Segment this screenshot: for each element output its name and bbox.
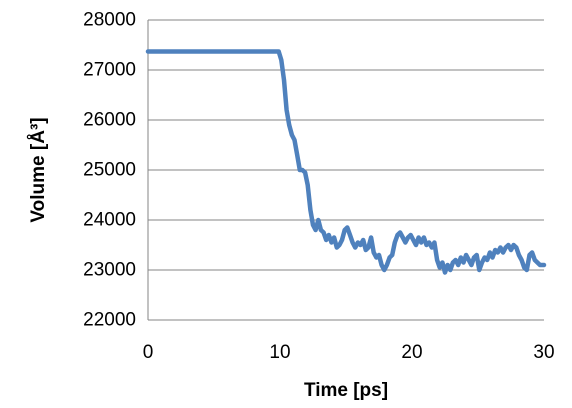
gridlines (148, 19, 544, 321)
x-tick-labels: 0 10 20 30 (143, 342, 555, 363)
x-tick-label-30: 30 (533, 342, 554, 363)
x-tick-label-0: 0 (143, 342, 154, 363)
x-axis-title: Time [ps] (304, 380, 388, 401)
y-tick-labels: 28000 27000 26000 25000 24000 23000 2200… (83, 10, 136, 331)
y-tick-label-26000: 26000 (83, 110, 136, 131)
y-tick-label-25000: 25000 (83, 160, 136, 181)
volume-series-line (145, 49, 547, 275)
y-axis-title: Volume [Å³] (28, 117, 49, 222)
y-tick-label-22000: 22000 (83, 310, 136, 331)
y-tick-label-24000: 24000 (83, 210, 136, 231)
x-tick-label-10: 10 (269, 342, 290, 363)
y-tick-label-28000: 28000 (83, 10, 136, 31)
x-tick-label-20: 20 (401, 342, 422, 363)
y-tick-label-27000: 27000 (83, 60, 136, 81)
y-tick-label-23000: 23000 (83, 260, 136, 281)
